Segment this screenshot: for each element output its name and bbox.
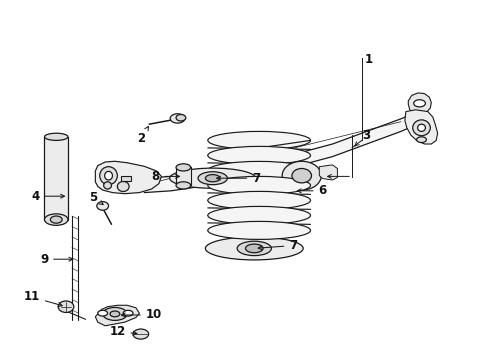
- Text: 12: 12: [109, 325, 137, 338]
- Text: 3: 3: [361, 129, 369, 141]
- Text: 6: 6: [297, 184, 326, 197]
- Ellipse shape: [207, 147, 310, 165]
- Ellipse shape: [245, 244, 263, 253]
- Ellipse shape: [102, 307, 127, 320]
- Ellipse shape: [98, 310, 107, 316]
- Bar: [121, 176, 131, 181]
- Ellipse shape: [205, 175, 220, 182]
- Ellipse shape: [103, 182, 111, 189]
- Ellipse shape: [104, 171, 112, 180]
- Ellipse shape: [207, 221, 310, 239]
- Bar: [44, 137, 68, 220]
- Ellipse shape: [50, 216, 62, 223]
- Text: 7: 7: [216, 172, 260, 185]
- Ellipse shape: [123, 310, 133, 316]
- Text: 1: 1: [365, 53, 372, 66]
- Text: 10: 10: [121, 309, 162, 321]
- Polygon shape: [95, 161, 161, 194]
- Polygon shape: [95, 305, 139, 326]
- Polygon shape: [407, 93, 430, 114]
- Ellipse shape: [58, 301, 74, 312]
- Ellipse shape: [44, 214, 68, 225]
- Ellipse shape: [207, 161, 310, 179]
- Text: 8: 8: [151, 170, 179, 183]
- Ellipse shape: [416, 137, 426, 143]
- Ellipse shape: [198, 172, 227, 185]
- Ellipse shape: [176, 114, 185, 121]
- Text: 7: 7: [258, 239, 297, 252]
- Ellipse shape: [133, 329, 148, 339]
- Text: 11: 11: [23, 291, 62, 306]
- Ellipse shape: [413, 100, 425, 107]
- Ellipse shape: [282, 161, 321, 190]
- Ellipse shape: [170, 114, 184, 123]
- Ellipse shape: [291, 168, 311, 183]
- Text: 9: 9: [40, 253, 73, 266]
- Ellipse shape: [205, 237, 303, 260]
- Ellipse shape: [169, 168, 255, 188]
- Polygon shape: [404, 110, 437, 144]
- Bar: [176, 167, 190, 185]
- Text: 5: 5: [89, 191, 103, 204]
- Ellipse shape: [110, 311, 120, 317]
- Ellipse shape: [207, 131, 310, 149]
- Ellipse shape: [117, 181, 129, 192]
- Ellipse shape: [207, 206, 310, 224]
- Text: 2: 2: [137, 126, 148, 145]
- Polygon shape: [319, 165, 337, 180]
- Text: 4: 4: [31, 190, 64, 203]
- Ellipse shape: [207, 176, 310, 194]
- Ellipse shape: [417, 124, 425, 131]
- Ellipse shape: [176, 164, 190, 171]
- Ellipse shape: [44, 133, 68, 140]
- Polygon shape: [144, 113, 412, 193]
- Ellipse shape: [97, 202, 108, 210]
- Ellipse shape: [176, 182, 190, 189]
- Ellipse shape: [207, 192, 310, 210]
- Ellipse shape: [412, 120, 429, 136]
- Ellipse shape: [237, 241, 271, 256]
- Ellipse shape: [100, 167, 117, 185]
